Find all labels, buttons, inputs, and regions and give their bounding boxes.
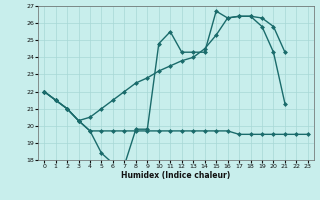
X-axis label: Humidex (Indice chaleur): Humidex (Indice chaleur) (121, 171, 231, 180)
